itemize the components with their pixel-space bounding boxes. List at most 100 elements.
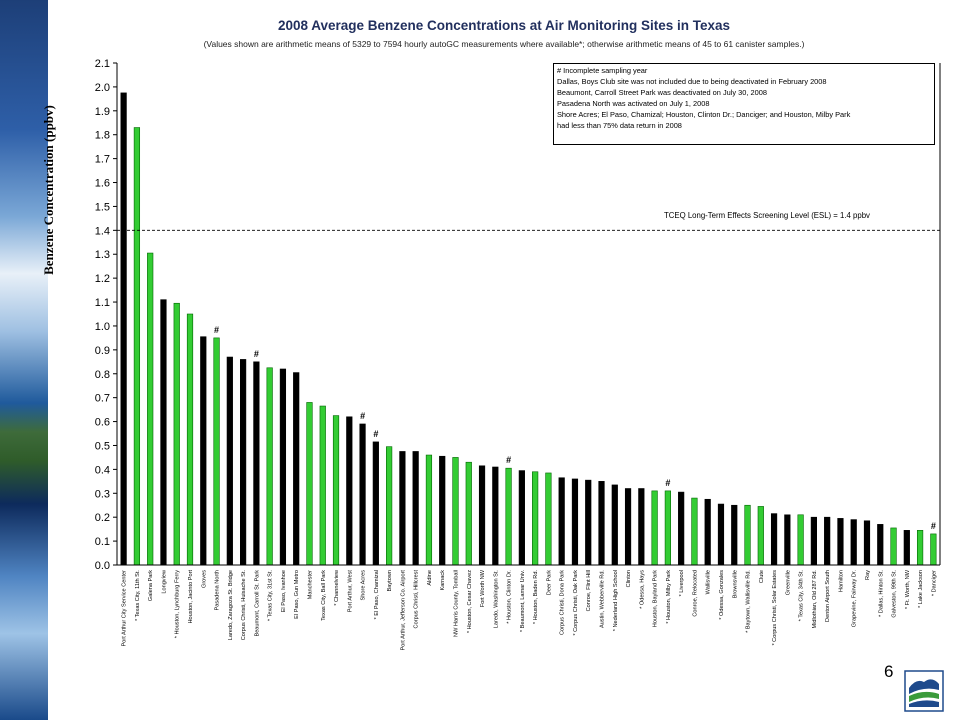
x-tick-label: Corpus Christi, Hillcrest (414, 570, 420, 629)
x-tick-label: Midlothian, Old 287 Rd. (812, 570, 818, 629)
x-tick-label: Aldine (427, 570, 433, 586)
incomplete-year-marker: # (373, 429, 378, 439)
bar (399, 451, 406, 566)
x-tick-label: Karnack (440, 570, 446, 591)
plot-frame (116, 63, 941, 566)
x-tick-label: Houston, Jacinto Port (188, 570, 194, 624)
x-tick-label: Galveston, 99th St. (892, 570, 898, 618)
bar (452, 457, 459, 566)
bar (664, 490, 671, 566)
bar (332, 415, 340, 566)
x-tick-label: Groves (201, 570, 207, 588)
y-tick-label: 1.3 (95, 249, 110, 261)
bar (279, 368, 287, 566)
bar (147, 252, 154, 566)
bar (465, 461, 472, 566)
x-tick-label: Hamilton (838, 570, 844, 592)
bar (784, 514, 791, 566)
x-tick-label: Wallisville (706, 570, 712, 594)
bar (704, 498, 711, 566)
x-tick-label: Fort Worth NW (480, 569, 486, 607)
x-tick-label: * El Paso, Chamizal (374, 570, 380, 619)
bar (850, 519, 857, 566)
x-tick-label: * Houston, Lynchburg Ferry (175, 570, 181, 638)
bar (319, 405, 326, 566)
y-axis-label-wrap: Benzene Concentration (ppbv) (40, 70, 60, 310)
y-tick-label: 1.4 (95, 225, 110, 237)
bars (120, 92, 937, 566)
bar (545, 472, 552, 566)
x-tick-label: Grapevine, Fairway Dr. (852, 570, 858, 628)
y-tick-label: 0.0 (95, 560, 110, 572)
note-line: # Incomplete sampling year (557, 66, 648, 75)
y-tick-label: 0.1 (95, 536, 110, 548)
bar (558, 477, 565, 566)
y-tick-label: 1.7 (95, 154, 110, 166)
y-tick-label: 1.0 (95, 321, 110, 333)
bar (717, 503, 725, 566)
incomplete-year-marker: # (506, 455, 511, 465)
y-tick-label: 0.9 (95, 345, 110, 357)
x-tick-label: Corpus Christi, Dona Park (560, 570, 566, 635)
x-tick-label: Texas City, Ball Park (321, 570, 327, 621)
x-tick-label: Pasadena North (215, 570, 221, 610)
x-tick-label: Laredo, Washington St. (493, 570, 499, 629)
bar (173, 302, 180, 566)
bar (532, 471, 539, 566)
x-tick-label: * Texas City, 34th St. (799, 570, 805, 622)
bar (890, 527, 897, 566)
x-tick-label: Port Arthur, Jefferson Co. Airport (400, 570, 406, 651)
y-tick-label: 1.1 (95, 297, 110, 309)
x-tick-label: NW Harris County, Tomball (453, 570, 459, 637)
side-panel-landscape-image (0, 0, 48, 720)
bar (160, 299, 167, 566)
x-tick-label: Manchester (307, 570, 313, 599)
x-tick-label: Austin, Webberville Rd. (600, 570, 606, 628)
chart-subtitle: (Values shown are arithmetic means of 53… (203, 39, 805, 49)
x-tick-label: Port Arthur, West (347, 570, 353, 613)
bar (611, 484, 618, 566)
x-tick-label: Brownsville (732, 570, 738, 598)
incomplete-year-marker: # (665, 478, 670, 488)
bar (824, 516, 831, 566)
y-tick-label: 2.0 (95, 82, 110, 94)
bar (598, 481, 605, 566)
chart-title: 2008 Average Benzene Concentrations at A… (277, 18, 731, 33)
y-tick-label: 0.7 (95, 393, 110, 405)
bar (691, 497, 698, 566)
bar (930, 533, 937, 566)
bar (744, 504, 751, 566)
bar (505, 467, 512, 566)
x-tick-label: Conroe, Flint Hill (586, 570, 592, 611)
y-tick-label: 0.6 (95, 417, 110, 429)
x-tick-label: * Beaumont, Lamar Univ. (520, 570, 526, 633)
x-tick-label: * Houston, Cesar Chavez (467, 570, 473, 633)
bar (731, 504, 738, 566)
incomplete-year-marker: # (360, 411, 365, 421)
x-tick-label: Beaumont, Carroll St. Park (254, 570, 260, 637)
x-tick-label: Galena Park (148, 570, 154, 601)
bar (213, 337, 220, 566)
y-tick-label: 0.4 (95, 464, 110, 476)
x-tick-label: * Houston, Baden Rd. (533, 570, 539, 625)
incomplete-year-marker: # (254, 349, 259, 359)
y-tick-label: 1.9 (95, 106, 110, 118)
x-tick-label: * Nederland High School (613, 570, 619, 631)
bar (903, 530, 910, 566)
tceq-logo-icon (904, 670, 944, 712)
bar (253, 361, 260, 566)
bar (810, 516, 817, 566)
bar (359, 423, 366, 566)
bar (571, 478, 579, 566)
x-tick-label: Denton Airport South (825, 570, 831, 622)
x-tick-label: * Texas City, 11th St. (135, 570, 141, 621)
x-tick-label: * Danciger (931, 570, 937, 596)
y-tick-label: 1.5 (95, 201, 110, 213)
bar (797, 514, 804, 566)
x-tick-label: Port Arthur City Service Center (122, 570, 128, 647)
incomplete-year-marker: # (931, 521, 936, 531)
x-tick-label: Corpus Christi, Huisache St. (241, 570, 247, 641)
note-line: Beaumont, Carroll Street Park was deacti… (557, 88, 767, 98)
y-tick-label: 0.2 (95, 512, 110, 524)
